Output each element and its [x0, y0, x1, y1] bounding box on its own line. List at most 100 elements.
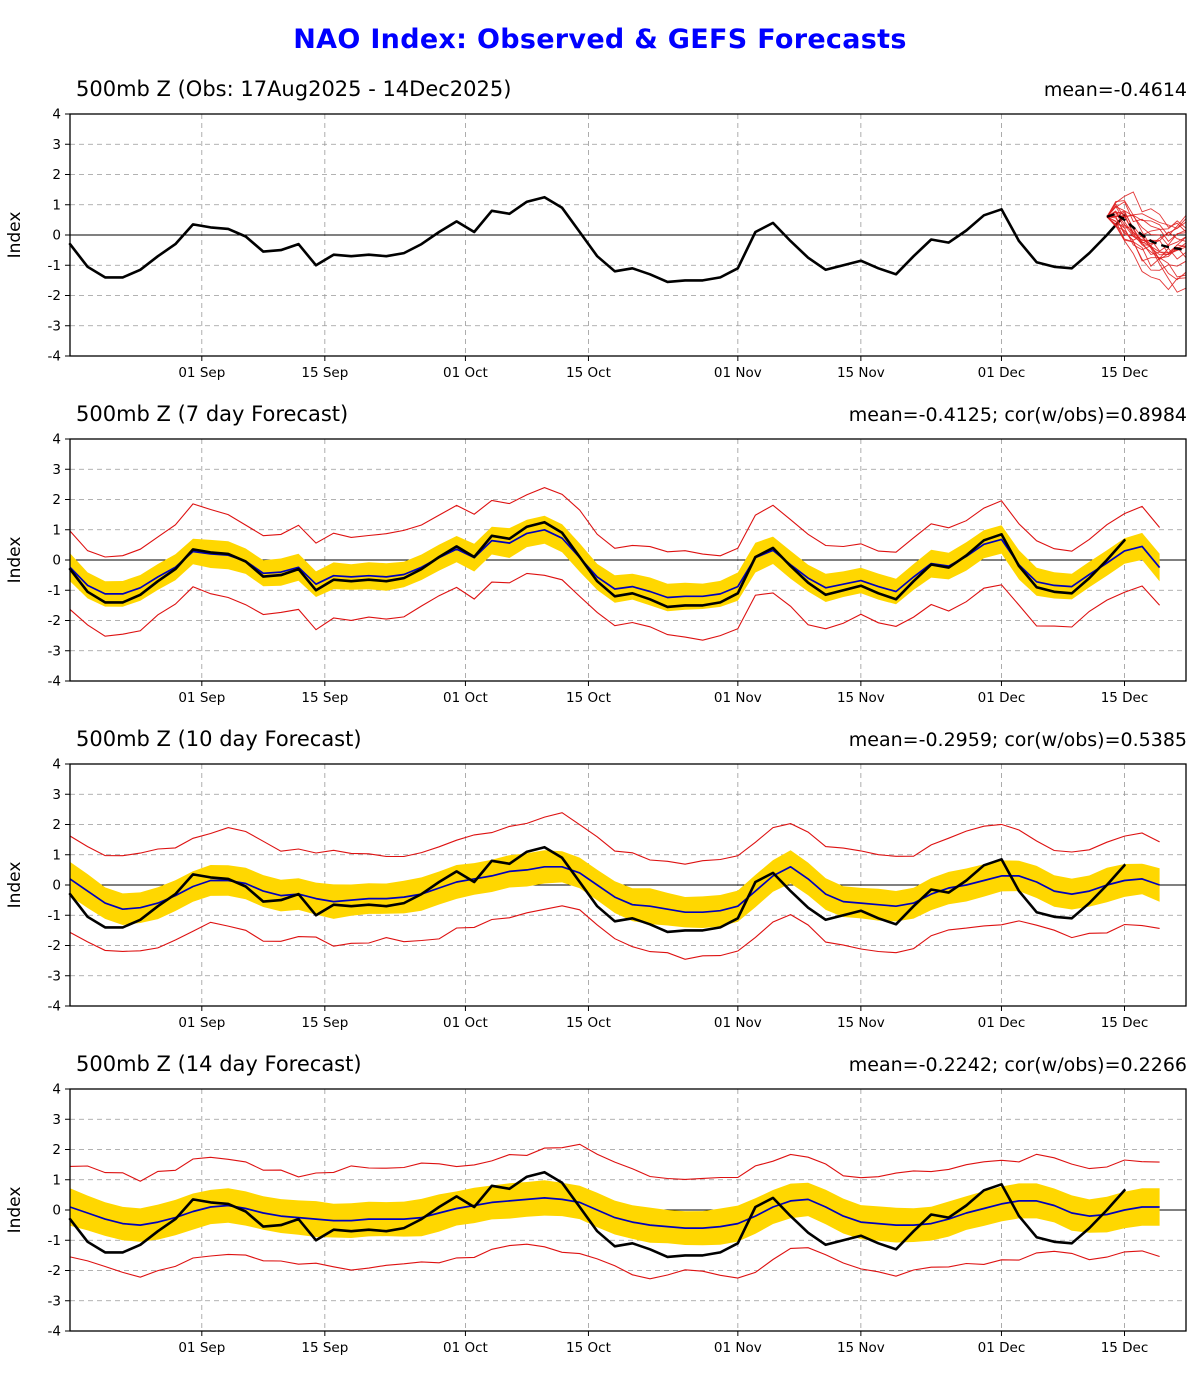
y-tick-label: -4 — [48, 1324, 61, 1340]
y-axis-label: Index — [5, 1187, 25, 1234]
observed-line — [68, 845, 1126, 934]
y-tick-label: -2 — [48, 613, 61, 629]
x-tick-label: 15 Sep — [301, 1340, 348, 1356]
y-tick-label: 3 — [52, 1112, 61, 1128]
panel-forecast-10day-title: 500mb Z (10 day Forecast) — [76, 727, 362, 751]
panel-forecast-14day-plot: 4 3 2 1 0 -1 -2 -3 -4 01 Sep 15 Sep 01 Oct 15 Oct 01 … — [5, 1083, 1187, 1356]
x-tick-label: 15 Oct — [566, 1340, 611, 1356]
x-tick-label: 15 Nov — [837, 1340, 885, 1356]
y-tick-label: -1 — [48, 908, 61, 924]
grid — [70, 114, 1186, 356]
x-tick-label: 01 Nov — [714, 690, 762, 706]
x-tick-label: 15 Dec — [1101, 1015, 1149, 1031]
x-tick-label: 01 Nov — [714, 365, 762, 381]
ensemble-member-line — [1106, 216, 1187, 291]
panel-forecast-10day-plot: 4 3 2 1 0 -1 -2 -3 -4 01 Sep 15 Sep 01 Oct 15 Oct 01 … — [5, 758, 1187, 1031]
x-tick-label: 15 Oct — [566, 690, 611, 706]
data-layer — [68, 1143, 1160, 1280]
ensemble-member-line — [1106, 203, 1187, 229]
ensemble-member-line — [1106, 216, 1187, 271]
panel-forecast-7day: 500mb Z (7 day Forecast) mean=-0.4125; c… — [0, 402, 1200, 711]
ensemble-member-line — [1106, 215, 1187, 245]
panel-forecast-10day: 500mb Z (10 day Forecast) mean=-0.2959; … — [0, 727, 1200, 1036]
y-tick-label: 0 — [52, 228, 61, 244]
data-layer — [68, 812, 1160, 960]
y-tick-label: 1 — [52, 1172, 61, 1188]
forecast-mean-line — [69, 865, 1160, 914]
y-tick-label: -4 — [48, 674, 61, 690]
x-tick-label: 15 Nov — [837, 365, 885, 381]
x-tick-label: 15 Dec — [1101, 1340, 1149, 1356]
y-tick-label: 4 — [52, 108, 61, 123]
y-tick-label: 0 — [52, 878, 61, 894]
x-tick-label: 01 Nov — [714, 1015, 762, 1031]
x-tick-label: 01 Oct — [443, 690, 488, 706]
ensemble-mean-line — [1106, 212, 1187, 252]
x-tick-label: 15 Oct — [566, 1015, 611, 1031]
ensemble-member-line — [1106, 211, 1187, 293]
ensemble-spread-band — [70, 850, 1160, 928]
y-tick-label: 1 — [52, 197, 61, 213]
panel-observed-title: 500mb Z (Obs: 17Aug2025 - 14Dec2025) — [76, 77, 512, 101]
x-tick-label: 01 Dec — [978, 1015, 1026, 1031]
ensemble-spread-band — [70, 1180, 1160, 1246]
envelope-upper-line — [69, 487, 1161, 558]
panel-forecast-10day-stats: mean=-0.2959; cor(w/obs)=0.5385 — [848, 729, 1187, 751]
x-tick-label: 01 Dec — [978, 365, 1026, 381]
x-tick-label: 01 Oct — [443, 1015, 488, 1031]
x-tick-label: 01 Sep — [178, 690, 225, 706]
ensemble-member-line — [1106, 205, 1187, 247]
ensemble-member-line — [1106, 200, 1187, 237]
y-axis-label: Index — [5, 212, 25, 259]
panel-forecast-14day: 500mb Z (14 day Forecast) mean=-0.2242; … — [0, 1052, 1200, 1361]
x-tick-label: 15 Dec — [1101, 690, 1149, 706]
x-tick-label: 01 Sep — [178, 1015, 225, 1031]
ensemble-member-line — [1106, 216, 1187, 278]
y-tick-label: 3 — [52, 137, 61, 153]
panel-forecast-14day-title: 500mb Z (14 day Forecast) — [76, 1052, 362, 1076]
ensemble-member-line — [1106, 191, 1187, 233]
y-tick-label: 4 — [52, 758, 61, 773]
y-tick-label: -3 — [48, 1293, 61, 1309]
panel-forecast-10day-header: 500mb Z (10 day Forecast) mean=-0.2959; … — [0, 727, 1200, 758]
x-tick-label: 15 Sep — [301, 1015, 348, 1031]
y-tick-label: -4 — [48, 349, 61, 365]
observed-line — [68, 1170, 1126, 1259]
envelope-lower-line — [69, 905, 1160, 960]
x-tick-label: 15 Nov — [837, 1015, 885, 1031]
observed-line — [68, 195, 1126, 284]
x-tick-label: 15 Sep — [301, 365, 348, 381]
observed-line — [68, 520, 1126, 609]
x-tick-label: 15 Oct — [566, 365, 611, 381]
x-tick-label: 15 Nov — [837, 690, 885, 706]
data-layer — [68, 487, 1161, 641]
y-tick-label: -2 — [48, 1263, 61, 1279]
y-tick-label: -3 — [48, 643, 61, 659]
panel-observed-stats: mean=-0.4614 — [1043, 79, 1187, 101]
panel-forecast-14day-stats: mean=-0.2242; cor(w/obs)=0.2266 — [848, 1054, 1187, 1076]
ensemble-member-line — [1106, 201, 1187, 242]
envelope-upper-line — [69, 812, 1160, 865]
x-tick-label: 01 Dec — [978, 1340, 1026, 1356]
y-tick-label: 4 — [52, 433, 61, 448]
x-tick-label: 01 Oct — [443, 1340, 488, 1356]
envelope-lower-line — [69, 572, 1161, 641]
y-tick-label: 2 — [52, 167, 61, 183]
panel-forecast-7day-header: 500mb Z (7 day Forecast) mean=-0.4125; c… — [0, 402, 1200, 433]
y-tick-label: -1 — [48, 583, 61, 599]
y-tick-label: -3 — [48, 318, 61, 334]
envelope-upper-line — [69, 1143, 1160, 1182]
y-tick-label: 3 — [52, 787, 61, 803]
panel-forecast-7day-title: 500mb Z (7 day Forecast) — [76, 402, 349, 426]
panel-observed-plot: 4 3 2 1 0 -1 -2 -3 -4 01 Sep 15 Sep 01 Oct 15 Oct 01 … — [5, 108, 1187, 381]
x-tick-label: 01 Dec — [978, 690, 1026, 706]
forecast-mean-line — [69, 1197, 1160, 1229]
x-tick-label: 01 Nov — [714, 1340, 762, 1356]
panel-forecast-7day-plot: 4 3 2 1 0 -1 -2 -3 -4 01 Sep 15 Sep 01 Oct 15 Oct 01 … — [5, 433, 1187, 706]
x-tick-label: 15 Dec — [1101, 365, 1149, 381]
y-tick-label: -1 — [48, 1233, 61, 1249]
y-tick-label: -2 — [48, 938, 61, 954]
y-tick-label: 1 — [52, 847, 61, 863]
envelope-lower-line — [69, 1243, 1160, 1280]
panel-forecast-14day-header: 500mb Z (14 day Forecast) mean=-0.2242; … — [0, 1052, 1200, 1083]
